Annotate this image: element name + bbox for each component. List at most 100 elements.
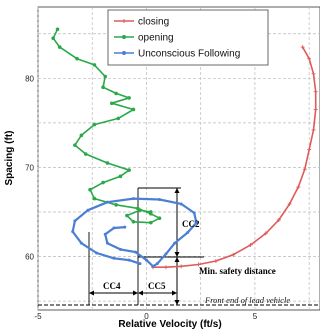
data-point xyxy=(112,256,116,260)
data-point xyxy=(149,220,153,225)
data-point xyxy=(149,210,153,214)
annotation-cc5: CC5 xyxy=(148,281,166,291)
data-point xyxy=(173,241,177,245)
data-point xyxy=(194,221,198,225)
data-point xyxy=(302,167,307,172)
data-point xyxy=(101,85,105,90)
data-point xyxy=(79,241,83,245)
data-point xyxy=(307,147,312,152)
data-point xyxy=(186,230,190,234)
data-point xyxy=(313,107,318,112)
data-point xyxy=(55,27,60,32)
data-point xyxy=(192,211,196,215)
data-point xyxy=(71,230,75,234)
data-point xyxy=(311,71,316,76)
legend-label-0: closing xyxy=(138,17,169,28)
data-point xyxy=(73,143,77,147)
data-point xyxy=(263,231,268,236)
x-tick-label: 0 xyxy=(144,312,149,321)
y-tick-label: 60 xyxy=(25,253,34,262)
data-point xyxy=(196,262,201,267)
data-point xyxy=(131,219,136,224)
data-point xyxy=(51,36,55,40)
data-point xyxy=(157,197,161,201)
data-point xyxy=(123,225,127,229)
data-point xyxy=(86,208,90,212)
annotation-front-end-of-lead-vehicle: Front end of lead vehicle xyxy=(204,295,290,305)
data-point xyxy=(103,232,107,236)
data-point xyxy=(231,252,236,257)
data-point xyxy=(155,262,159,266)
data-point xyxy=(151,264,155,268)
data-point xyxy=(127,168,131,172)
annotation-cc4: CC4 xyxy=(103,281,121,291)
cc4-arrow-right xyxy=(133,290,138,296)
min-safety-arrow-up xyxy=(174,257,180,262)
y-axis-label: Spacing (ft) xyxy=(4,131,15,186)
annotation-cc2: CC2 xyxy=(182,219,200,229)
series-line-2 xyxy=(71,197,198,268)
annotation-min-safety-distance: Min. safety distance xyxy=(199,266,276,276)
cc2-arrow-up xyxy=(174,188,180,193)
data-point xyxy=(131,107,136,112)
data-point xyxy=(92,196,97,201)
cc4-arrow-left xyxy=(89,290,94,296)
legend: closing opening Unconscious Following xyxy=(107,9,269,66)
data-point xyxy=(112,226,116,230)
data-point xyxy=(179,202,183,206)
data-point xyxy=(134,250,138,254)
data-point xyxy=(92,63,97,67)
y-tick-label: 80 xyxy=(25,74,34,83)
x-tick-labels: -5 0 5 xyxy=(34,312,257,321)
data-point xyxy=(131,197,135,201)
data-point xyxy=(125,213,129,218)
cc5-arrow-left xyxy=(138,290,143,296)
data-point xyxy=(116,116,121,121)
data-point xyxy=(105,241,109,245)
y-tick-label: 70 xyxy=(25,163,34,172)
data-point xyxy=(127,258,131,262)
data-point xyxy=(88,187,92,192)
data-point xyxy=(105,161,110,165)
data-point xyxy=(73,219,77,223)
data-point xyxy=(83,152,88,156)
cc5-arrow-right xyxy=(172,290,177,296)
data-point xyxy=(311,127,316,132)
data-point xyxy=(118,174,123,179)
series-layer xyxy=(51,27,318,270)
data-point xyxy=(127,96,131,100)
legend-box xyxy=(107,9,269,66)
data-point xyxy=(138,262,142,266)
legend-marker xyxy=(122,35,126,39)
data-point xyxy=(144,258,148,262)
data-point xyxy=(114,203,118,207)
data-point xyxy=(109,101,114,106)
data-point xyxy=(92,122,97,127)
data-point xyxy=(287,201,292,206)
data-point xyxy=(138,208,142,212)
data-point xyxy=(157,216,162,221)
data-point xyxy=(103,74,108,79)
y-tick-labels: 60 70 80 xyxy=(25,74,34,261)
data-point xyxy=(79,133,84,138)
data-point xyxy=(75,56,79,61)
data-point xyxy=(114,91,118,96)
x-axis-label: Relative Velocity (ft/s) xyxy=(118,319,221,330)
legend-label-2: Unconscious Following xyxy=(138,49,240,60)
data-point xyxy=(300,45,305,50)
min-safety-arrow-down xyxy=(174,300,180,305)
data-point xyxy=(248,242,253,247)
data-point xyxy=(296,185,301,190)
legend-marker xyxy=(122,51,126,55)
x-tick-label: 5 xyxy=(253,312,258,321)
data-point xyxy=(101,180,105,185)
data-point xyxy=(164,252,168,256)
data-point xyxy=(276,217,281,222)
data-point xyxy=(163,265,168,270)
data-point xyxy=(118,247,122,251)
legend-marker xyxy=(122,19,126,23)
data-point xyxy=(307,56,312,61)
legend-label-1: opening xyxy=(138,33,174,44)
data-point xyxy=(105,200,109,204)
